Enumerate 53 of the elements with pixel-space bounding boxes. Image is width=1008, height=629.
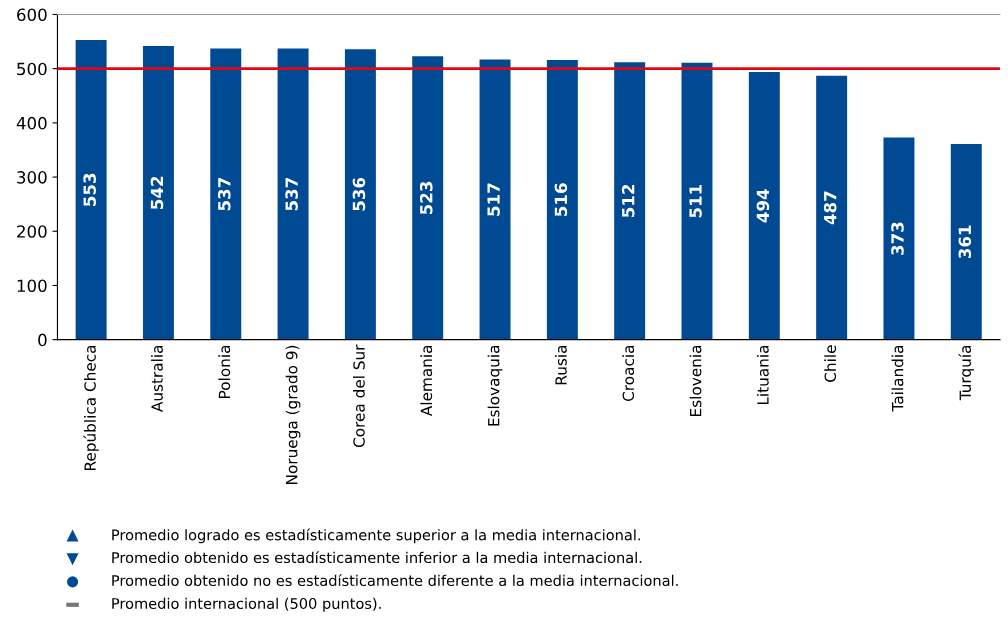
bar [681,62,713,340]
x-tick-label: Corea del Sur [353,344,365,448]
bar [412,56,444,340]
data-label: 537 [217,178,231,211]
y-tick-label: 200 [17,225,47,238]
data-label: 537 [285,178,298,211]
bar [614,62,646,340]
x-tick-label: Australia [151,345,163,412]
data-label: 487 [823,191,837,225]
text: Promedio obtenido es estadísticamente inferior a la media internacional. [112,551,642,564]
x-tick-label: Rusia [554,345,567,385]
bar [75,39,107,340]
data-label: 494 [756,189,770,223]
data-label: 517 [487,183,500,216]
data-label: 511 [689,184,702,218]
x-tick-label: Noruega (grado 9) [285,345,301,484]
x-tick-label: República Checa [83,345,99,471]
x-tick-label: Turquía [958,345,974,401]
data-label: 523 [419,181,433,215]
y-tick-label: 500 [17,62,47,76]
bar [950,144,982,340]
x-tick-label: Eslovenia [689,345,702,416]
data-label: 536 [352,177,366,211]
x-tick-label: Tailandia [891,345,904,412]
text: Promedio internacional (500 puntos). [112,597,381,612]
data-label: 512 [621,184,635,218]
y-tick-label: 100 [17,279,47,293]
data-label: 542 [150,176,164,209]
text: Promedio obtenido no es estadísticamente diferente a la media internacional. [112,574,678,587]
bar [210,48,242,340]
x-tick-label: Lituania [756,345,769,405]
data-label: 553 [83,173,96,206]
x-tick-label: Chile [824,345,837,382]
y-tick-label: 400 [16,116,47,130]
x-tick-label: Alemania [420,345,433,417]
y-tick-label: 0 [38,333,47,347]
data-label: 516 [554,183,568,216]
data-label: 373 [891,222,904,255]
bar [748,71,780,340]
y-tick-label: 300 [17,171,47,184]
bar [344,49,376,340]
y-tick-label: 600 [17,8,47,22]
data-label: 361 [958,225,972,259]
bar [883,137,915,340]
bar [142,45,174,340]
x-tick-label: Polonia [218,345,231,398]
x-tick-label: Eslovaquia [487,345,503,426]
x-tick-label: Croacia [622,345,635,401]
bar [479,59,511,340]
bar [816,75,848,340]
bar [546,59,578,340]
text: Promedio logrado es estadísticamente superior a la media internacional. [112,528,640,544]
bar [277,48,309,340]
